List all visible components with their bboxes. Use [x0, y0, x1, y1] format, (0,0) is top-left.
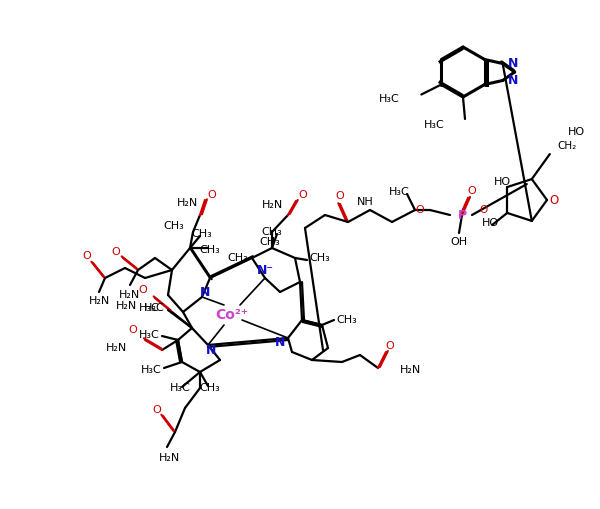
Text: H₂N: H₂N	[106, 343, 127, 353]
Text: O: O	[208, 190, 217, 200]
Text: O: O	[386, 341, 394, 351]
Text: Co²⁺: Co²⁺	[215, 308, 248, 322]
Text: CH₃: CH₃	[260, 237, 280, 247]
Text: O: O	[139, 285, 148, 295]
Text: H₂N: H₂N	[178, 198, 199, 208]
Text: CH₃: CH₃	[164, 221, 184, 231]
Text: O: O	[128, 325, 137, 335]
Text: HO: HO	[494, 177, 511, 187]
Text: H₃C: H₃C	[139, 303, 160, 313]
Text: O: O	[415, 205, 424, 215]
Text: H₂N: H₂N	[400, 365, 421, 375]
Text: O: O	[550, 193, 559, 207]
Text: O: O	[467, 186, 476, 196]
Text: H₂N: H₂N	[160, 453, 181, 463]
Text: H₂N: H₂N	[89, 296, 110, 306]
Text: O: O	[335, 191, 344, 201]
Text: P: P	[457, 209, 467, 221]
Text: N⁻: N⁻	[257, 264, 274, 276]
Text: H₃C: H₃C	[144, 303, 165, 313]
Text: H₂N: H₂N	[119, 290, 140, 300]
Text: CH₃: CH₃	[336, 315, 357, 325]
Text: N: N	[200, 287, 210, 299]
Text: HO: HO	[568, 127, 585, 137]
Text: H₃C: H₃C	[141, 365, 162, 375]
Text: N: N	[508, 57, 518, 70]
Text: N: N	[206, 344, 216, 356]
Text: O: O	[480, 205, 488, 215]
Text: H₃C: H₃C	[379, 94, 400, 103]
Text: H₃C: H₃C	[389, 187, 410, 197]
Text: CH₃: CH₃	[200, 245, 220, 255]
Text: H₂N: H₂N	[116, 301, 137, 311]
Text: CH₃: CH₃	[200, 383, 220, 393]
Text: O: O	[299, 190, 307, 200]
Text: CH₃: CH₃	[191, 229, 212, 239]
Text: H₃C: H₃C	[424, 120, 445, 130]
Text: N: N	[275, 335, 285, 349]
Text: O: O	[83, 251, 91, 261]
Text: H₃C: H₃C	[170, 383, 190, 393]
Text: CH₃: CH₃	[227, 253, 248, 263]
Text: HO: HO	[482, 218, 499, 228]
Text: CH₃: CH₃	[309, 253, 330, 263]
Text: O: O	[152, 405, 161, 415]
Text: CH₃: CH₃	[262, 227, 283, 237]
Text: H₂N: H₂N	[262, 200, 283, 210]
Text: O: O	[112, 247, 121, 257]
Text: N: N	[508, 74, 518, 87]
Text: CH₂: CH₂	[558, 141, 577, 151]
Text: NH: NH	[356, 197, 373, 207]
Text: H₃C: H₃C	[139, 330, 160, 340]
Text: OH: OH	[451, 237, 467, 247]
